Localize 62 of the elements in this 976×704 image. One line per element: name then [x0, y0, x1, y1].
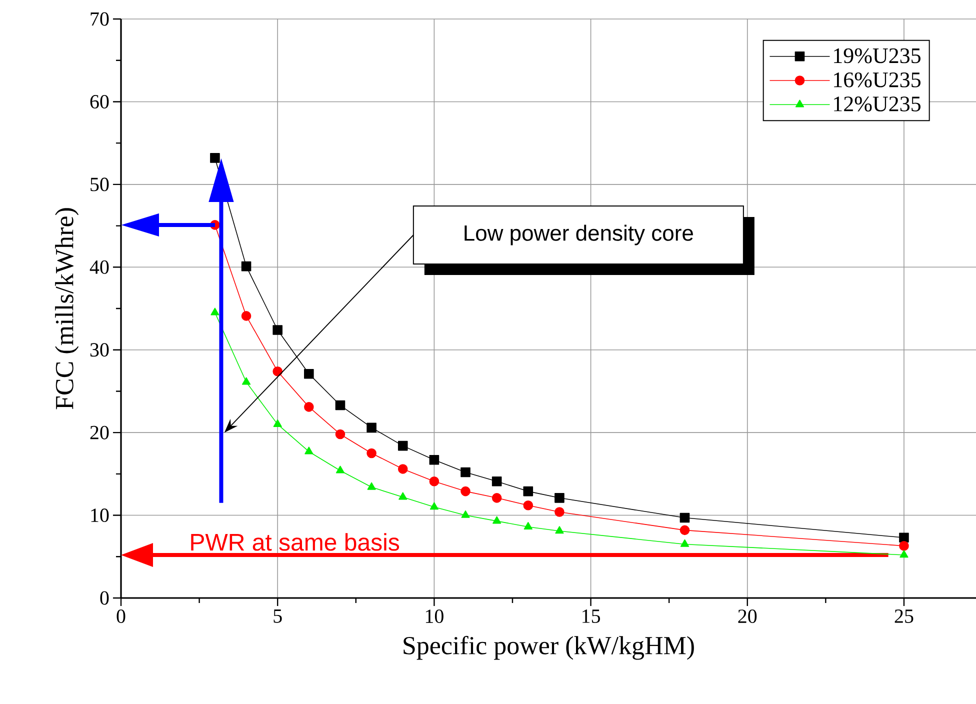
point: [304, 446, 314, 454]
point: [555, 526, 564, 534]
x-tick-label: 25: [894, 610, 914, 623]
point: [460, 467, 470, 478]
legend-label: 19%U235: [834, 48, 920, 64]
ref-line-label: PWR at same basis: [191, 533, 400, 551]
point: [524, 522, 532, 530]
x-tick-label: 15: [582, 610, 600, 623]
point: [900, 550, 908, 558]
y-tick-label: 20: [90, 426, 109, 440]
y-tick-label: 70: [90, 12, 109, 26]
x-axis-title: Specific power (kW/kgHM): [404, 636, 694, 660]
point: [210, 308, 220, 316]
point: [366, 448, 376, 458]
point: [429, 476, 440, 486]
point: [335, 400, 346, 410]
point: [367, 482, 376, 490]
point: [461, 510, 470, 518]
annotation: Low power density core: [464, 224, 693, 246]
point: [335, 429, 346, 440]
point: [273, 419, 282, 427]
point: [398, 464, 408, 474]
y-tick-label: 30: [90, 343, 109, 357]
point: [523, 500, 534, 510]
point: [304, 368, 314, 379]
y-axis-title: FCC (mills/kWhre): [55, 208, 79, 410]
point: [680, 525, 690, 536]
y-tick-label: 10: [91, 508, 109, 522]
point: [523, 486, 534, 496]
point: [492, 516, 502, 524]
point: [336, 466, 345, 474]
point: [398, 492, 408, 500]
point: [272, 366, 282, 376]
point: [554, 493, 564, 503]
x-tick-label: 20: [738, 610, 757, 624]
point: [429, 454, 440, 465]
y-tick-label: 0: [100, 591, 109, 605]
point: [680, 512, 690, 523]
point: [554, 507, 564, 517]
point: [366, 422, 376, 433]
point: [398, 440, 408, 451]
y-tick-label: 60: [90, 94, 109, 108]
y-tick-label: 50: [90, 178, 109, 192]
point: [899, 532, 909, 543]
y-tick-label: 40: [90, 260, 109, 274]
point: [304, 402, 314, 412]
point: [492, 476, 502, 486]
x-tick-label: 0: [116, 610, 126, 624]
legend-label: 16%U235: [834, 72, 920, 88]
legend-label: 12%U235: [834, 96, 920, 112]
x-tick-label: 5: [274, 610, 282, 623]
point: [899, 540, 909, 551]
x-tick-label: 10: [426, 610, 444, 624]
point: [210, 153, 220, 163]
point: [460, 486, 470, 496]
point: [430, 502, 438, 510]
point: [492, 493, 502, 503]
point: [242, 377, 251, 385]
point: [680, 539, 690, 547]
point: [272, 325, 282, 335]
point: [241, 261, 252, 272]
point: [241, 311, 252, 321]
